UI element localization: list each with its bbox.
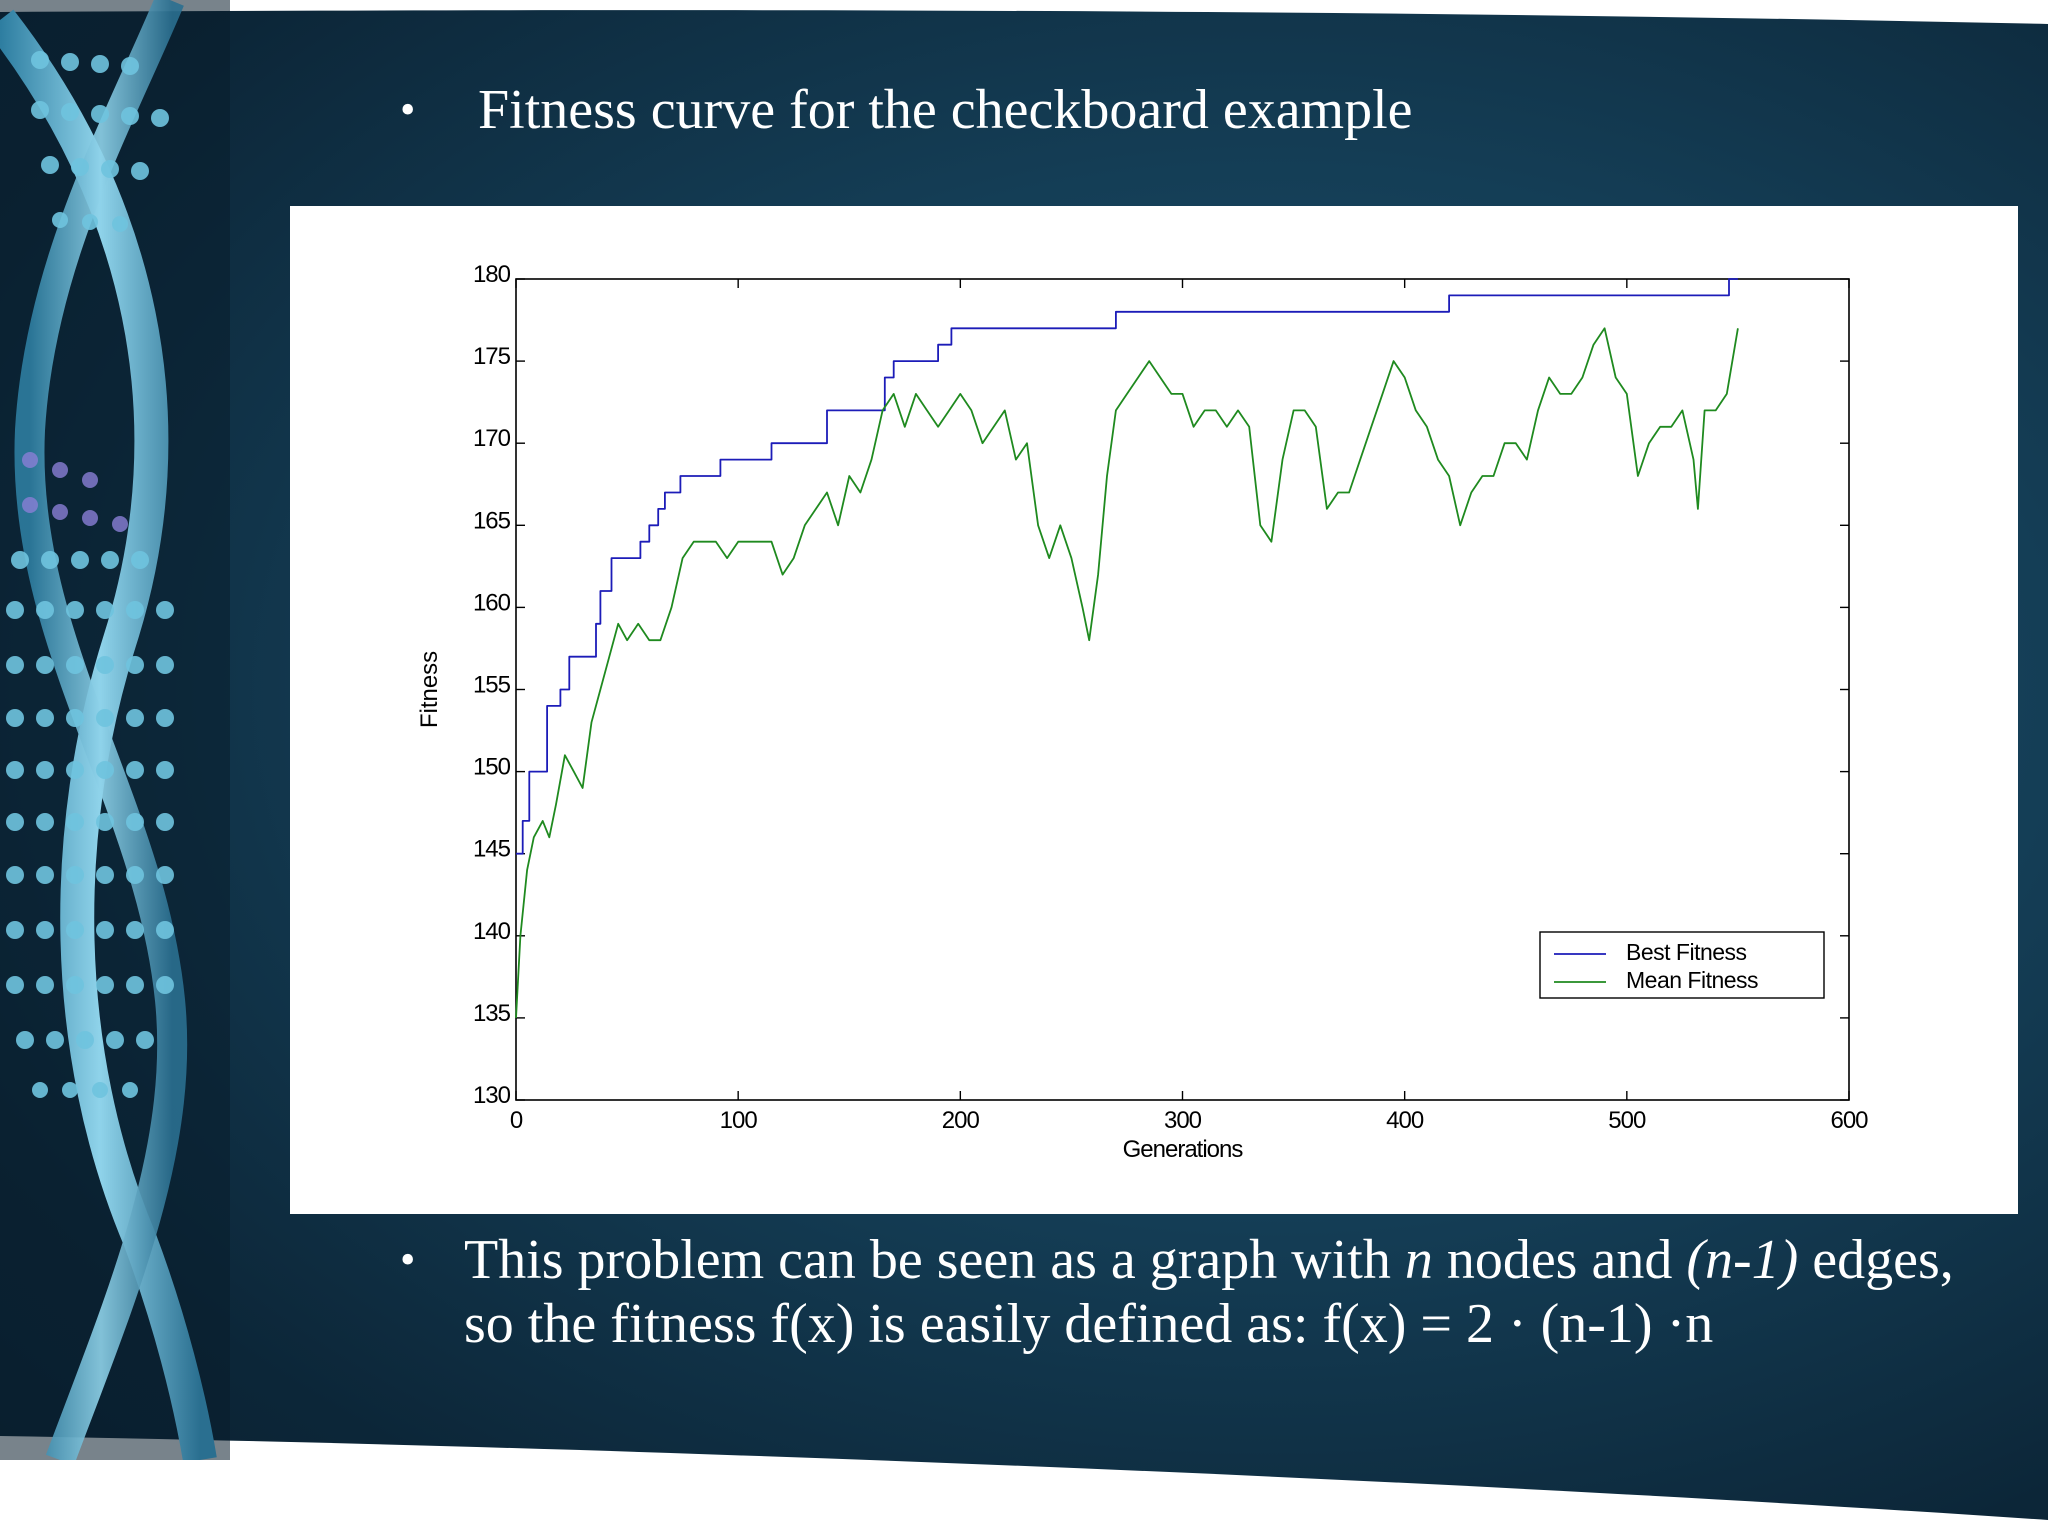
x-tick-label: 600 (1830, 1107, 1868, 1134)
series-line-best-fitness (516, 278, 1738, 855)
y-tick-label: 155 (473, 672, 511, 699)
legend-label: Best Fitness (1626, 939, 1747, 965)
x-axis-label: Generations (1123, 1136, 1244, 1163)
x-tick-label: 100 (720, 1107, 758, 1134)
y-tick-label: 165 (473, 507, 511, 534)
y-tick-label: 170 (473, 425, 511, 452)
definition-n: n (1404, 1229, 1433, 1291)
y-tick-label: 180 (473, 261, 511, 288)
y-tick-label: 160 (473, 589, 511, 616)
legend-label: Mean Fitness (1626, 967, 1758, 993)
x-tick-label: 500 (1608, 1107, 1646, 1134)
x-tick-label: 0 (510, 1107, 523, 1134)
definition-line-1-part-a: This problem can be seen as a graph with (464, 1229, 1405, 1291)
x-tick-label: 200 (942, 1107, 980, 1134)
y-tick-label: 145 (473, 836, 511, 863)
dna-helix-decoration (0, 0, 230, 1460)
definition-line-1-part-b: nodes and (1432, 1229, 1687, 1291)
fitness-chart: 0 100 200 300 400 500 600 130 135 140 145 150 155 160… (416, 261, 1869, 1163)
legend-box (1539, 931, 1825, 999)
chart-panel: 0 100 200 300 400 500 600 130 135 140 145 150 155 160… (290, 206, 2018, 1214)
y-tick-label: 150 (473, 754, 511, 781)
bottom-white-wedge (0, 1436, 2048, 1536)
series-line-mean-fitness (515, 327, 1739, 1018)
y-tick-label: 130 (473, 1082, 511, 1109)
x-tick-label: 400 (1386, 1107, 1424, 1134)
bullet-symbol: • (400, 85, 416, 134)
y-tick-label: 140 (473, 918, 511, 945)
bullet-fitness-curve-text: Fitness curve for the checkboard example (478, 79, 1413, 141)
definition-line-2: so the fitness f(x) is easily defined as… (464, 1293, 1714, 1355)
x-tick-label: 300 (1164, 1107, 1202, 1134)
definition-edges: (n-1) (1686, 1229, 1799, 1291)
bullet-symbol: • (400, 1235, 416, 1284)
y-tick-label: 175 (473, 343, 511, 370)
top-white-wedge (0, 0, 2048, 24)
bullet-graph-definition-text: This problem can be seen as a graph with… (464, 1228, 1954, 1356)
y-tick-label: 135 (473, 1000, 511, 1027)
definition-line-1: This problem can be seen as a graph with… (464, 1228, 1954, 1292)
y-axis-label: Fitness (416, 651, 443, 728)
definition-line-1-part-c: edges, (1798, 1229, 1954, 1291)
